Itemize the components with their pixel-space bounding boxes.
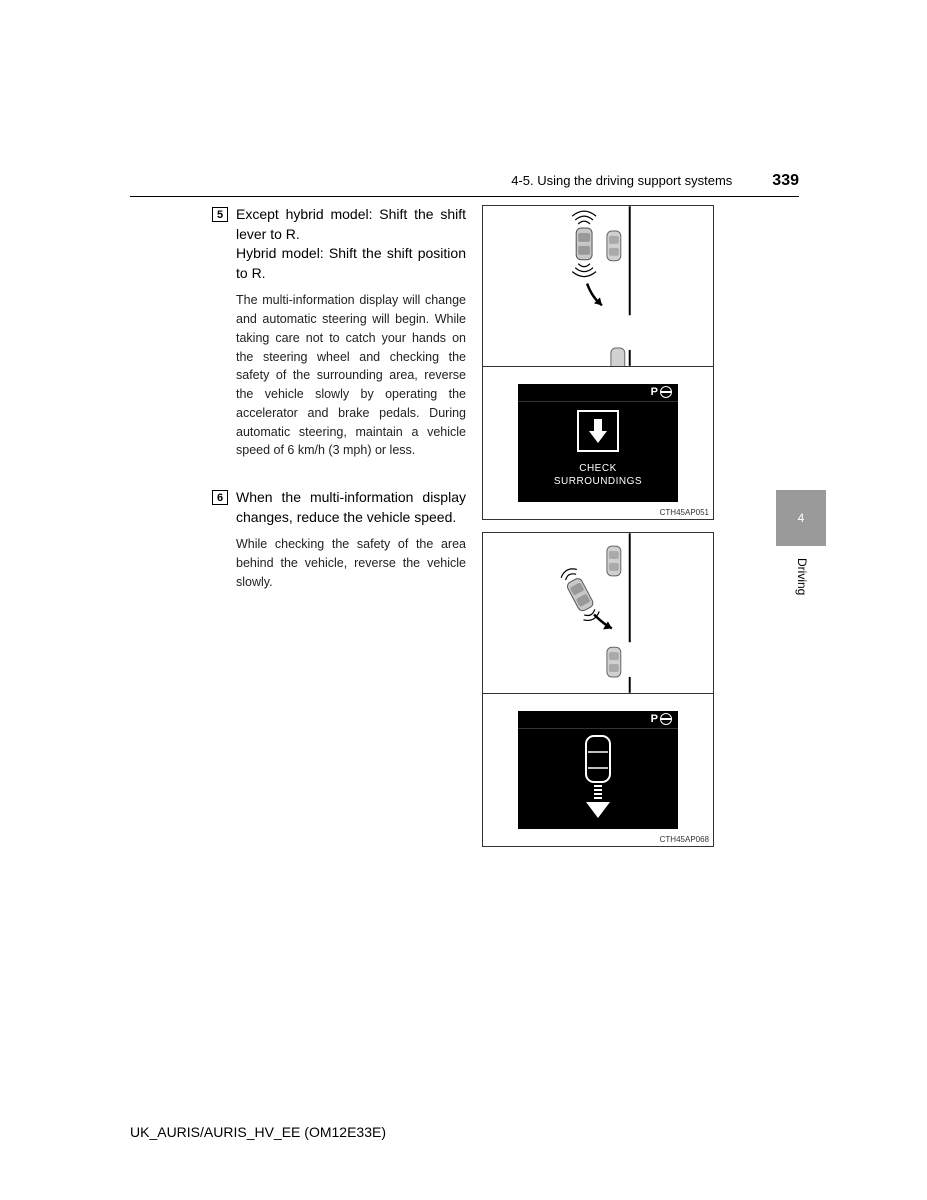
- figure-2-display: P: [483, 694, 713, 846]
- figure-code: CTH45AP068: [660, 835, 709, 844]
- figure-code: CTH45AP051: [660, 508, 709, 517]
- chapter-number: 4: [798, 511, 805, 525]
- mid-display-2: P: [518, 711, 678, 829]
- figure-1-diagram: [483, 206, 713, 367]
- step-sub-text: While checking the safety of the area be…: [236, 535, 466, 591]
- p-steering-icon: P: [651, 386, 672, 398]
- steering-wheel-icon: [660, 386, 672, 398]
- step-main-text: When the multi-information display chang…: [236, 488, 466, 527]
- p-steering-icon: P: [651, 713, 672, 725]
- figure-2: P: [482, 532, 714, 847]
- car-reverse-icon: [568, 732, 628, 822]
- figure-column: P CHECK SURROUNDINGS CTH45AP051: [482, 205, 714, 859]
- step-main-text: Except hybrid model: Shift the shift lev…: [236, 205, 466, 283]
- figure-2-diagram: [483, 533, 713, 694]
- step-sub-text: The multi-information display will chang…: [236, 291, 466, 460]
- step-number-box: 6: [212, 490, 228, 505]
- steering-wheel-icon: [660, 713, 672, 725]
- chapter-label: Driving: [795, 558, 809, 595]
- display-message: CHECK SURROUNDINGS: [554, 462, 642, 488]
- footer-code: UK_AURIS/AURIS_HV_EE (OM12E33E): [130, 1124, 386, 1140]
- page-header: 4-5. Using the driving support systems 3…: [130, 172, 799, 197]
- figure-1-display: P CHECK SURROUNDINGS CTH45AP051: [483, 367, 713, 519]
- figure-1: P CHECK SURROUNDINGS CTH45AP051: [482, 205, 714, 520]
- down-arrow-icon: [577, 410, 619, 452]
- step-number-box: 5: [212, 207, 228, 222]
- chapter-tab: 4: [776, 490, 826, 546]
- page-number: 339: [772, 172, 799, 190]
- mid-display-1: P CHECK SURROUNDINGS: [518, 384, 678, 502]
- section-title: 4-5. Using the driving support systems: [511, 173, 732, 188]
